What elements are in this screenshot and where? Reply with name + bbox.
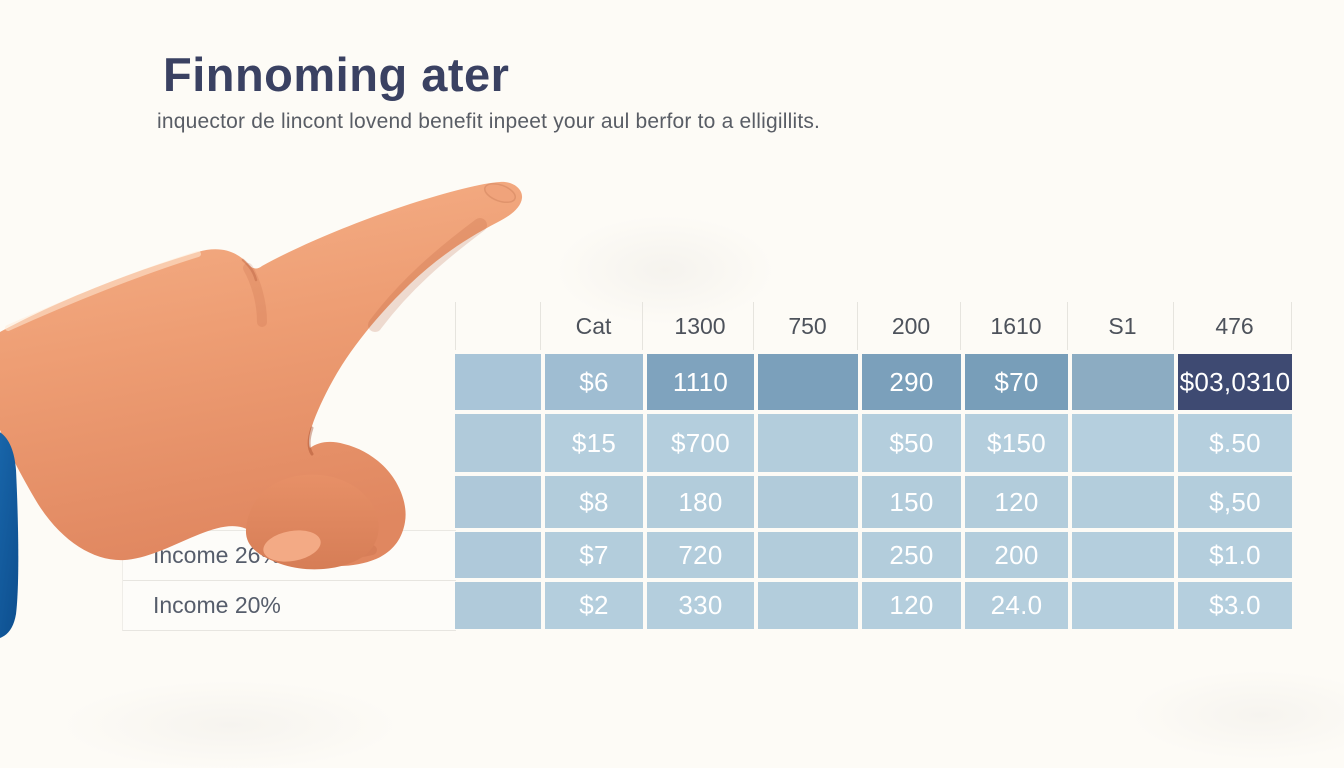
table-cell: $70: [965, 354, 1068, 410]
table-header-cell: 200: [862, 302, 961, 350]
table-cell: 330: [647, 582, 754, 629]
table-header-cell: 1300: [647, 302, 754, 350]
table-cell: 120: [862, 582, 961, 629]
table-cell: 720: [647, 532, 754, 578]
table-cell: $.50: [1178, 414, 1292, 472]
table-header-cell: 1610: [965, 302, 1068, 350]
thumb-nail: [263, 530, 321, 562]
index-fingernail: [483, 182, 517, 204]
knuckle-shading: [243, 263, 267, 327]
table-cell: $2: [545, 582, 643, 629]
table-cell: $1.0: [1178, 532, 1292, 578]
sleeve: [0, 432, 19, 638]
table-cell: [455, 476, 541, 528]
finger-underside-shading: [368, 218, 487, 332]
table-cell: 250: [862, 532, 961, 578]
table-cell: 290: [862, 354, 961, 410]
page-title: Finnoming ater: [163, 48, 510, 101]
table-cell: 200: [965, 532, 1068, 578]
table-cell-highlight: $03,0310: [1178, 354, 1292, 410]
forearm-highlight: [5, 251, 201, 331]
table-cell: $700: [647, 414, 754, 472]
table-cell: $6: [545, 354, 643, 410]
table-cell: 120: [965, 476, 1068, 528]
table-cell: [1072, 476, 1174, 528]
table-cell: [455, 582, 541, 629]
knuckle-dip-crease: [241, 258, 258, 282]
data-table: Cat 1300 750 200 1610 S1 476 $6 1110 290…: [455, 302, 1292, 629]
table-cell: [455, 532, 541, 578]
table-cell: [758, 532, 858, 578]
table-cell: $7: [545, 532, 643, 578]
finger-fold-crease: [307, 426, 314, 456]
table-cell: $15: [545, 414, 643, 472]
table-cell: [1072, 354, 1174, 410]
table-cell: [1072, 532, 1174, 578]
pointing-hand-illustration: [0, 181, 523, 638]
table-cell: $150: [965, 414, 1068, 472]
table-cell: 24.0: [965, 582, 1068, 629]
table-cell: 150: [862, 476, 961, 528]
page-subtitle: inquector de lincont lovend benefit inpe…: [157, 110, 821, 133]
table-cell: [758, 582, 858, 629]
table-header-cell: [455, 302, 541, 350]
table-header-cell: Cat: [545, 302, 643, 350]
table-cell: 1110: [647, 354, 754, 410]
table-cell: $,50: [1178, 476, 1292, 528]
table-cell: $50: [862, 414, 961, 472]
table-cell: [758, 476, 858, 528]
table-cell: [455, 354, 541, 410]
row-label-income-20: Income 20%: [153, 592, 281, 618]
table-cell: [1072, 414, 1174, 472]
table-cell: [758, 414, 858, 472]
table-cell: $3.0: [1178, 582, 1292, 629]
table-cell: [758, 354, 858, 410]
table-header-cell: 750: [758, 302, 858, 350]
table-cell: 180: [647, 476, 754, 528]
table-cell: [455, 414, 541, 472]
table-header-cell: 476: [1178, 302, 1292, 350]
soft-shadow-blob: [1130, 670, 1344, 760]
table-header-cell: S1: [1072, 302, 1174, 350]
table-cell: $8: [545, 476, 643, 528]
table-cell: [1072, 582, 1174, 629]
